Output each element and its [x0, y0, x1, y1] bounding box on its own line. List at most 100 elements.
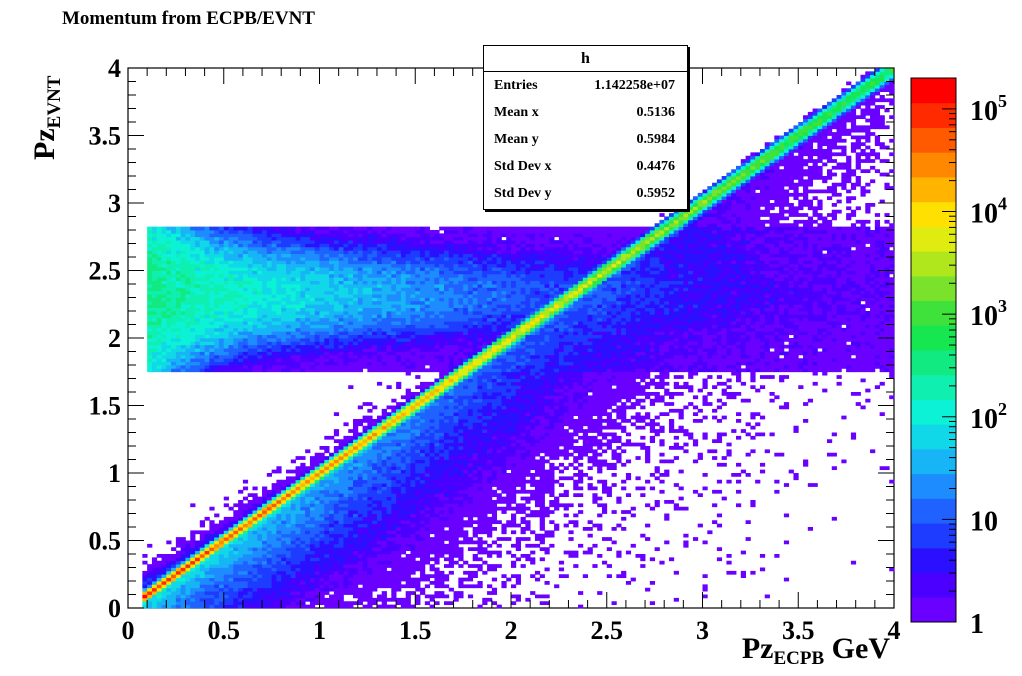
heatmap-cell: [228, 253, 234, 258]
heatmap-cell: [372, 270, 378, 275]
heatmap-cell: [247, 270, 253, 275]
heatmap-cell: [295, 354, 301, 359]
heatmap-cell: [329, 260, 335, 265]
heatmap-cell: [195, 358, 201, 363]
heatmap-cell: [396, 402, 402, 406]
heatmap-cell: [376, 516, 383, 521]
heatmap-cell: [233, 243, 239, 248]
heatmap-cell: [305, 560, 311, 565]
heatmap-cell: [204, 327, 210, 332]
heatmap-cell: [429, 452, 435, 457]
heatmap-cell: [238, 324, 244, 329]
heatmap-cell: [214, 554, 220, 558]
heatmap-cell: [281, 489, 287, 494]
heatmap-cell: [405, 398, 411, 403]
heatmap-cell: [381, 270, 387, 275]
heatmap-cell: [396, 236, 402, 241]
heatmap-cell: [190, 604, 196, 609]
heatmap-cell: [372, 314, 378, 319]
heatmap-cell: [285, 263, 292, 268]
heatmap-cell: [343, 344, 349, 349]
heatmap-cell: [295, 273, 301, 278]
heatmap-cell: [175, 351, 182, 356]
heatmap-cell: [252, 341, 258, 346]
heatmap-cell: [372, 560, 378, 565]
heatmap-cell: [300, 230, 306, 234]
heatmap-cell: [343, 354, 349, 359]
heatmap-cell: [381, 500, 387, 504]
heatmap-cell: [233, 540, 239, 545]
heatmap-cell: [276, 324, 282, 329]
heatmap-cell: [309, 257, 316, 261]
heatmap-cell: [147, 341, 153, 346]
heatmap-cell: [238, 587, 244, 592]
heatmap-cell: [376, 290, 383, 295]
heatmap-cell: [324, 358, 330, 363]
heatmap-cell: [376, 226, 383, 231]
heatmap-cell: [300, 564, 306, 568]
heatmap-cell: [386, 489, 392, 494]
heatmap-cell: [214, 334, 220, 339]
heatmap-cell: [372, 300, 378, 305]
heatmap-cell: [410, 543, 416, 548]
heatmap-cell: [415, 560, 421, 565]
heatmap-cell: [190, 577, 196, 582]
heatmap-cell: [333, 513, 340, 518]
heatmap-cell: [367, 246, 373, 251]
heatmap-cell: [252, 304, 258, 309]
heatmap-cell: [185, 550, 191, 555]
heatmap-cell: [381, 574, 387, 579]
heatmap-cell: [247, 506, 253, 511]
heatmap-cell: [309, 523, 316, 528]
heatmap-cell: [175, 358, 182, 363]
heatmap-cell: [166, 277, 172, 282]
heatmap-cell: [214, 584, 220, 589]
heatmap-cell: [295, 270, 301, 275]
heatmap-cell: [185, 270, 191, 275]
heatmap-cell: [391, 567, 397, 572]
heatmap-cell: [209, 537, 215, 541]
heatmap-cell: [281, 483, 287, 487]
heatmap-cell: [362, 354, 368, 359]
heatmap-cell: [305, 516, 311, 521]
heatmap-cell: [381, 351, 387, 356]
heatmap-cell: [353, 483, 359, 487]
heatmap-cell: [151, 564, 158, 568]
heatmap-cell: [381, 483, 387, 487]
heatmap-cell: [242, 479, 249, 484]
heatmap-cell: [381, 577, 387, 582]
heatmap-cell: [319, 520, 325, 525]
heatmap-cell: [300, 321, 306, 325]
heatmap-cell: [185, 348, 191, 352]
heatmap-cell: [223, 287, 229, 292]
heatmap-cell: [357, 341, 363, 346]
heatmap-cell: [195, 557, 201, 562]
heatmap-cell: [276, 351, 282, 356]
heatmap-cell: [410, 412, 416, 417]
heatmap-cell: [386, 483, 392, 487]
heatmap-cell: [362, 570, 368, 575]
heatmap-cell: [195, 601, 201, 606]
heatmap-cell: [300, 260, 306, 265]
heatmap-cell: [410, 537, 416, 541]
heatmap-cell: [276, 523, 282, 528]
heatmap-cell: [175, 327, 182, 332]
heatmap-cell: [190, 591, 196, 595]
heatmap-cell: [329, 267, 335, 271]
heatmap-cell: [405, 297, 411, 302]
heatmap-cell: [429, 425, 435, 430]
heatmap-cell: [338, 230, 344, 234]
heatmap-cell: [242, 317, 249, 322]
heatmap-cell: [400, 570, 407, 575]
heatmap-cell: [218, 358, 225, 363]
heatmap-cell: [300, 327, 306, 332]
heatmap-cell: [314, 462, 320, 467]
heatmap-cell: [386, 314, 392, 319]
heatmap-cell: [257, 341, 263, 346]
heatmap-cell: [362, 456, 368, 460]
heatmap-cell: [424, 233, 431, 238]
heatmap-cell: [367, 560, 373, 565]
heatmap-cell: [410, 344, 416, 349]
heatmap-cell: [424, 432, 431, 437]
heatmap-cell: [424, 307, 431, 312]
